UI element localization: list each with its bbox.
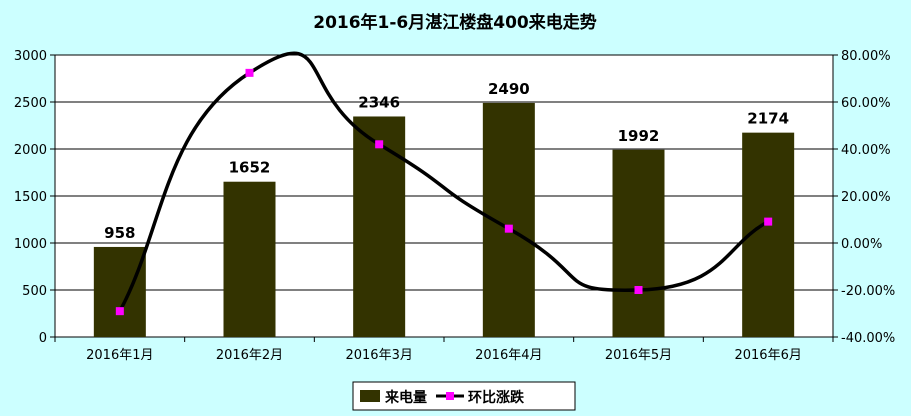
bar-data-label: 2346: [358, 93, 400, 111]
axes: 0 500 1000 1500 2000 2500 3000 -40.00% -20.00% 0.…: [14, 49, 895, 363]
bar-data-label: 1652: [229, 159, 271, 177]
line-marker: [764, 217, 773, 226]
left-tick-label: 1000: [14, 237, 47, 252]
line-marker: [375, 140, 384, 149]
x-tick-label: 2016年2月: [216, 348, 283, 363]
grid-lines: [55, 101, 833, 291]
left-tick-label: 2500: [14, 96, 47, 111]
bar-data-label: 1992: [618, 127, 660, 145]
data-labels: 958 1652 2346 2490 1992 2174: [104, 80, 789, 242]
x-tick-label: 2016年4月: [475, 348, 542, 363]
chart-title: 2016年1-6月湛江楼盘400来电走势: [313, 12, 597, 33]
right-tick-label: 40.00%: [841, 143, 891, 158]
line-series: [115, 51, 773, 316]
bar: [612, 149, 665, 337]
bar-data-label: 958: [104, 224, 135, 242]
x-tick-label: 2016年3月: [345, 348, 412, 363]
left-tick-label: 0: [39, 331, 47, 346]
legend: 来电量 环比涨跌: [352, 381, 576, 411]
legend-line-marker: [446, 392, 454, 400]
x-tick-label: 2016年6月: [734, 348, 801, 363]
line-marker: [504, 224, 513, 233]
bar-data-label: 2490: [488, 80, 530, 98]
right-tick-label: -40.00%: [841, 331, 895, 346]
legend-bar-swatch: [360, 390, 380, 402]
bar: [93, 246, 146, 337]
x-tick-label: 2016年1月: [86, 348, 153, 363]
right-tick-label: 0.00%: [841, 237, 882, 252]
left-tick-label: 500: [22, 284, 47, 299]
left-tick-label: 1500: [14, 190, 47, 205]
right-tick-label: 60.00%: [841, 96, 891, 111]
line-marker: [245, 68, 254, 77]
legend-bar-label: 来电量: [384, 389, 427, 406]
right-tick-label: -20.00%: [841, 284, 895, 299]
line-marker: [115, 307, 124, 316]
right-tick-label: 20.00%: [841, 190, 891, 205]
bar: [353, 116, 406, 337]
x-tick-label: 2016年5月: [605, 348, 672, 363]
legend-line-label: 环比涨跌: [468, 389, 525, 406]
right-tick-label: 80.00%: [841, 49, 891, 64]
left-tick-label: 3000: [14, 49, 47, 64]
bar-data-label: 2174: [747, 110, 789, 128]
left-tick-label: 2000: [14, 143, 47, 158]
line-marker: [634, 286, 643, 294]
bar: [223, 181, 276, 337]
